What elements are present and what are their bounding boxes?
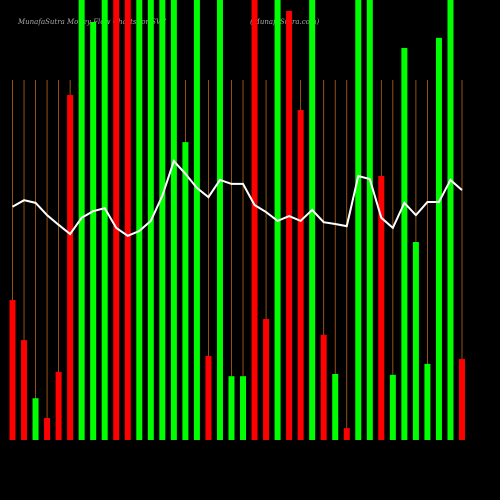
bar — [412, 242, 419, 440]
bar — [90, 22, 97, 440]
bar — [182, 142, 189, 440]
bar — [424, 363, 431, 440]
bar — [170, 0, 177, 440]
bar — [159, 0, 166, 440]
bar — [309, 0, 316, 440]
bar — [101, 0, 108, 440]
bar — [216, 0, 223, 440]
bar — [32, 398, 39, 440]
bar — [401, 47, 408, 441]
bar — [389, 374, 396, 440]
bar — [459, 359, 465, 440]
bar — [44, 418, 51, 440]
bar — [435, 37, 442, 441]
bar — [378, 176, 385, 440]
bar — [205, 355, 212, 440]
money-flow-line — [12, 159, 463, 237]
bar — [9, 300, 16, 440]
bar — [251, 0, 258, 440]
bar — [240, 376, 247, 440]
bar — [193, 0, 200, 440]
bar — [228, 376, 235, 440]
bar — [366, 0, 373, 440]
bar — [67, 95, 74, 440]
bar — [113, 0, 120, 440]
bar — [447, 0, 454, 440]
bar — [124, 0, 131, 440]
bar — [78, 0, 85, 440]
bar — [263, 319, 270, 440]
bar — [320, 334, 327, 440]
bar — [136, 0, 143, 440]
bar — [286, 11, 293, 440]
bar — [55, 371, 62, 440]
bar — [355, 0, 362, 440]
bar — [332, 374, 339, 440]
bar — [297, 110, 304, 440]
bar — [343, 428, 350, 440]
bar — [21, 340, 28, 440]
chart-subtitle: (MunafaSutra.com) — [250, 18, 319, 26]
